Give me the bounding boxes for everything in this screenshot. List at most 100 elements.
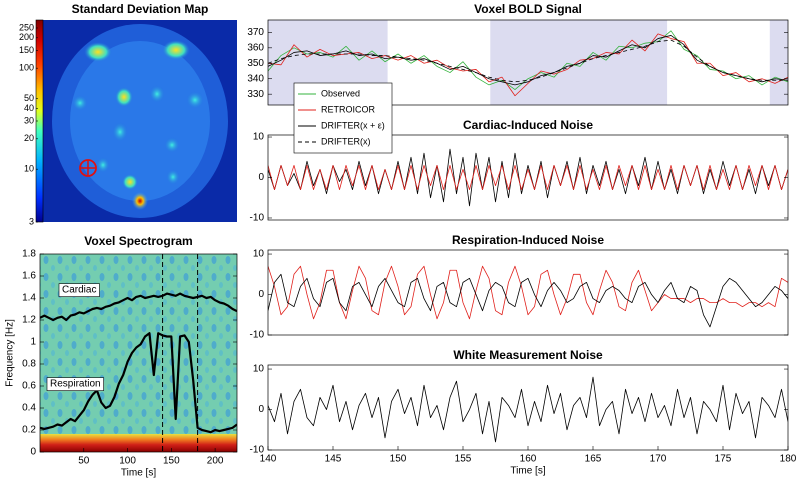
hotspot [72, 95, 88, 111]
legend-label: DRIFTER(x) [321, 136, 371, 146]
colorbar-tick-label: 250 [19, 22, 34, 32]
hotspot [96, 157, 110, 173]
series-line [268, 33, 788, 97]
y-axis-label: Frequency [Hz] [5, 319, 16, 387]
series-line [268, 273, 788, 328]
plot-area [268, 250, 788, 335]
legend-label: Observed [321, 88, 360, 98]
x-tick-label: 200 [207, 456, 224, 467]
brain-inner [70, 41, 210, 201]
series-line [268, 164, 788, 191]
y-tick-label: 10 [253, 132, 265, 143]
chart-title: Voxel Spectrogram [84, 234, 192, 248]
series-line [268, 376, 788, 443]
chart-title: Voxel BOLD Signal [474, 2, 582, 16]
y-tick-label: 0 [30, 447, 36, 458]
colorbar-tick-label: 30 [24, 115, 34, 125]
series-line [40, 292, 237, 322]
y-tick-label: 1 [30, 337, 36, 348]
curve-label-box [58, 283, 100, 297]
chart-title: Standard Deviation Map [72, 2, 209, 16]
colorbar-tick-label: 3 [29, 216, 34, 226]
shaded-span [769, 20, 788, 105]
chart-title: White Measurement Noise [453, 348, 603, 362]
x-axis-label: Time [s] [121, 468, 156, 479]
x-tick-label: 160 [520, 454, 537, 465]
colorbar-tick-label: 20 [24, 133, 34, 143]
y-tick-label: 10 [253, 364, 265, 375]
series-line [268, 148, 788, 207]
brain-image [43, 20, 237, 222]
chart-title: Respiration-Induced Noise [452, 233, 604, 247]
hotspot [186, 91, 204, 109]
chart-title: Cardiac-Induced Noise [463, 118, 593, 132]
x-tick-label: 150 [390, 454, 407, 465]
y-tick-label: 0 [258, 172, 264, 183]
y-tick-label: 330 [247, 89, 264, 100]
colorbar-tick-label: 150 [19, 45, 34, 55]
y-tick-label: 360 [247, 42, 264, 53]
y-tick-label: -10 [250, 213, 265, 224]
legend-label: RETROICOR [321, 104, 376, 114]
y-tick-label: 1.6 [22, 271, 36, 282]
y-tick-label: 340 [247, 73, 264, 84]
x-tick-label: 140 [260, 454, 277, 465]
shaded-span [490, 20, 668, 105]
y-tick-label: 0 [258, 289, 264, 300]
curve-label: Respiration [50, 379, 101, 390]
hotspot [164, 137, 180, 153]
y-tick-label: 1.8 [22, 249, 36, 260]
hotspot [162, 40, 190, 60]
hotspot [115, 87, 133, 107]
series-line [268, 39, 788, 83]
legend-label: DRIFTER(x + ε) [321, 120, 385, 130]
colorbar-frame [35, 19, 44, 223]
axes-frame [39, 253, 238, 453]
plot-background [268, 365, 788, 450]
y-tick-label: 1.2 [22, 315, 36, 326]
colorbar-tick-label: 200 [19, 32, 34, 42]
curve-label: Cardiac [62, 285, 96, 296]
y-tick-label: 0.2 [22, 425, 36, 436]
x-axis-label: Time [s] [510, 466, 545, 477]
axes-frame [267, 19, 789, 106]
y-tick-label: 1.4 [22, 293, 36, 304]
series-line [40, 332, 237, 434]
curve-label-box [46, 377, 104, 391]
y-tick-label: 370 [247, 27, 264, 38]
x-tick-label: 50 [78, 456, 90, 467]
hotspot [149, 85, 165, 103]
series-line [268, 265, 788, 320]
y-tick-label: 0.4 [22, 403, 36, 414]
plot-area [268, 365, 788, 450]
plot-background [268, 250, 788, 335]
x-tick-label: 165 [585, 454, 602, 465]
x-tick-label: 155 [455, 454, 472, 465]
x-tick-label: 180 [780, 454, 797, 465]
y-tick-label: 10 [253, 249, 265, 260]
y-tick-label: 0.8 [22, 359, 36, 370]
y-tick-label: -10 [250, 445, 265, 456]
colorbar-tick-label: 100 [19, 63, 34, 73]
x-tick-label: 175 [715, 454, 732, 465]
x-tick-label: 150 [163, 456, 180, 467]
y-tick-label: -10 [250, 330, 265, 341]
y-tick-label: 350 [247, 58, 264, 69]
hotspot [112, 122, 128, 142]
hotspot [122, 174, 138, 190]
colorbar-tick-label: 10 [24, 164, 34, 174]
colorbar [36, 20, 43, 222]
y-tick-label: 0 [258, 404, 264, 415]
hotspot [84, 42, 112, 62]
hotspot [166, 169, 180, 185]
axes-frame [267, 249, 789, 336]
legend-box [293, 82, 393, 154]
spectrogram-low-band [40, 434, 237, 452]
x-tick-label: 100 [119, 456, 136, 467]
hotspot [132, 192, 148, 210]
x-tick-label: 170 [650, 454, 667, 465]
colorbar-tick-label: 50 [24, 93, 34, 103]
y-tick-label: 0.6 [22, 381, 36, 392]
